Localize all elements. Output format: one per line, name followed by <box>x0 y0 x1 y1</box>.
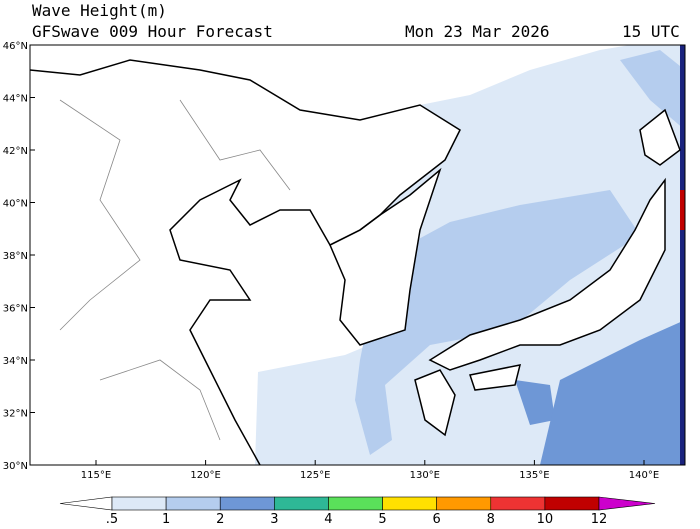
edge-bar <box>680 45 685 465</box>
colorbar-box <box>165 496 221 511</box>
colorbar-label: 5 <box>378 512 386 525</box>
lat-label: 40°N <box>3 199 28 210</box>
lat-label: 42°N <box>3 146 28 157</box>
colorbar-box <box>111 496 167 511</box>
subtitle: GFSwave 009 Hour Forecast <box>32 22 273 41</box>
colorbar-box <box>328 496 383 511</box>
colorbar-label: 12 <box>591 512 608 525</box>
lon-label: 125°E <box>300 470 330 481</box>
colorbar-box <box>544 496 600 511</box>
colorbar-box <box>382 496 437 511</box>
colorbar-label: 1 <box>162 512 170 525</box>
lon-label: 115°E <box>81 470 111 481</box>
colorbar-arrow <box>598 496 656 511</box>
axes: 46°N 44°N 42°N 40°N 38°N 36°N 34°N 32°N 30°N 115°… <box>3 41 659 481</box>
lat-label: 46°N <box>3 41 28 52</box>
colorbar-box <box>219 496 275 511</box>
colorbar-label: 10 <box>537 512 554 525</box>
sea-dark <box>515 380 555 425</box>
colorbar-label: 3 <box>270 512 278 525</box>
sea-dark <box>540 320 685 465</box>
colorbar-box <box>436 496 492 511</box>
lon-label: 120°E <box>190 470 220 481</box>
colorbar-label: 8 <box>487 512 495 525</box>
lat-label: 38°N <box>3 251 28 262</box>
colorbar-label: 4 <box>324 512 332 525</box>
colorbar-label: .5 <box>106 512 118 525</box>
lon-label: 140°E <box>629 470 659 481</box>
lat-label: 34°N <box>3 356 28 367</box>
colorbar-label: 2 <box>216 512 224 525</box>
lat-label: 36°N <box>3 304 28 315</box>
lat-label: 32°N <box>3 409 28 420</box>
coastlines <box>29 59 681 466</box>
map <box>29 44 686 466</box>
colorbar-label: 6 <box>433 512 441 525</box>
sea-medium <box>620 50 685 130</box>
colorbar: .5 1 2 3 4 5 6 8 10 12 <box>59 496 656 527</box>
lat-label: 30°N <box>3 461 28 472</box>
sea-medium <box>355 190 640 455</box>
time: 15 UTC <box>622 22 680 41</box>
edge-bar <box>680 190 685 230</box>
borders <box>59 99 291 441</box>
lon-label: 135°E <box>519 470 549 481</box>
lat-label: 44°N <box>3 94 28 105</box>
colorbar-arrow <box>59 496 113 511</box>
colorbar-box <box>490 496 546 511</box>
colorbar-box <box>274 496 329 511</box>
title: Wave Height(m) <box>32 1 167 20</box>
date: Mon 23 Mar 2026 <box>405 22 550 41</box>
lon-label: 130°E <box>410 470 440 481</box>
